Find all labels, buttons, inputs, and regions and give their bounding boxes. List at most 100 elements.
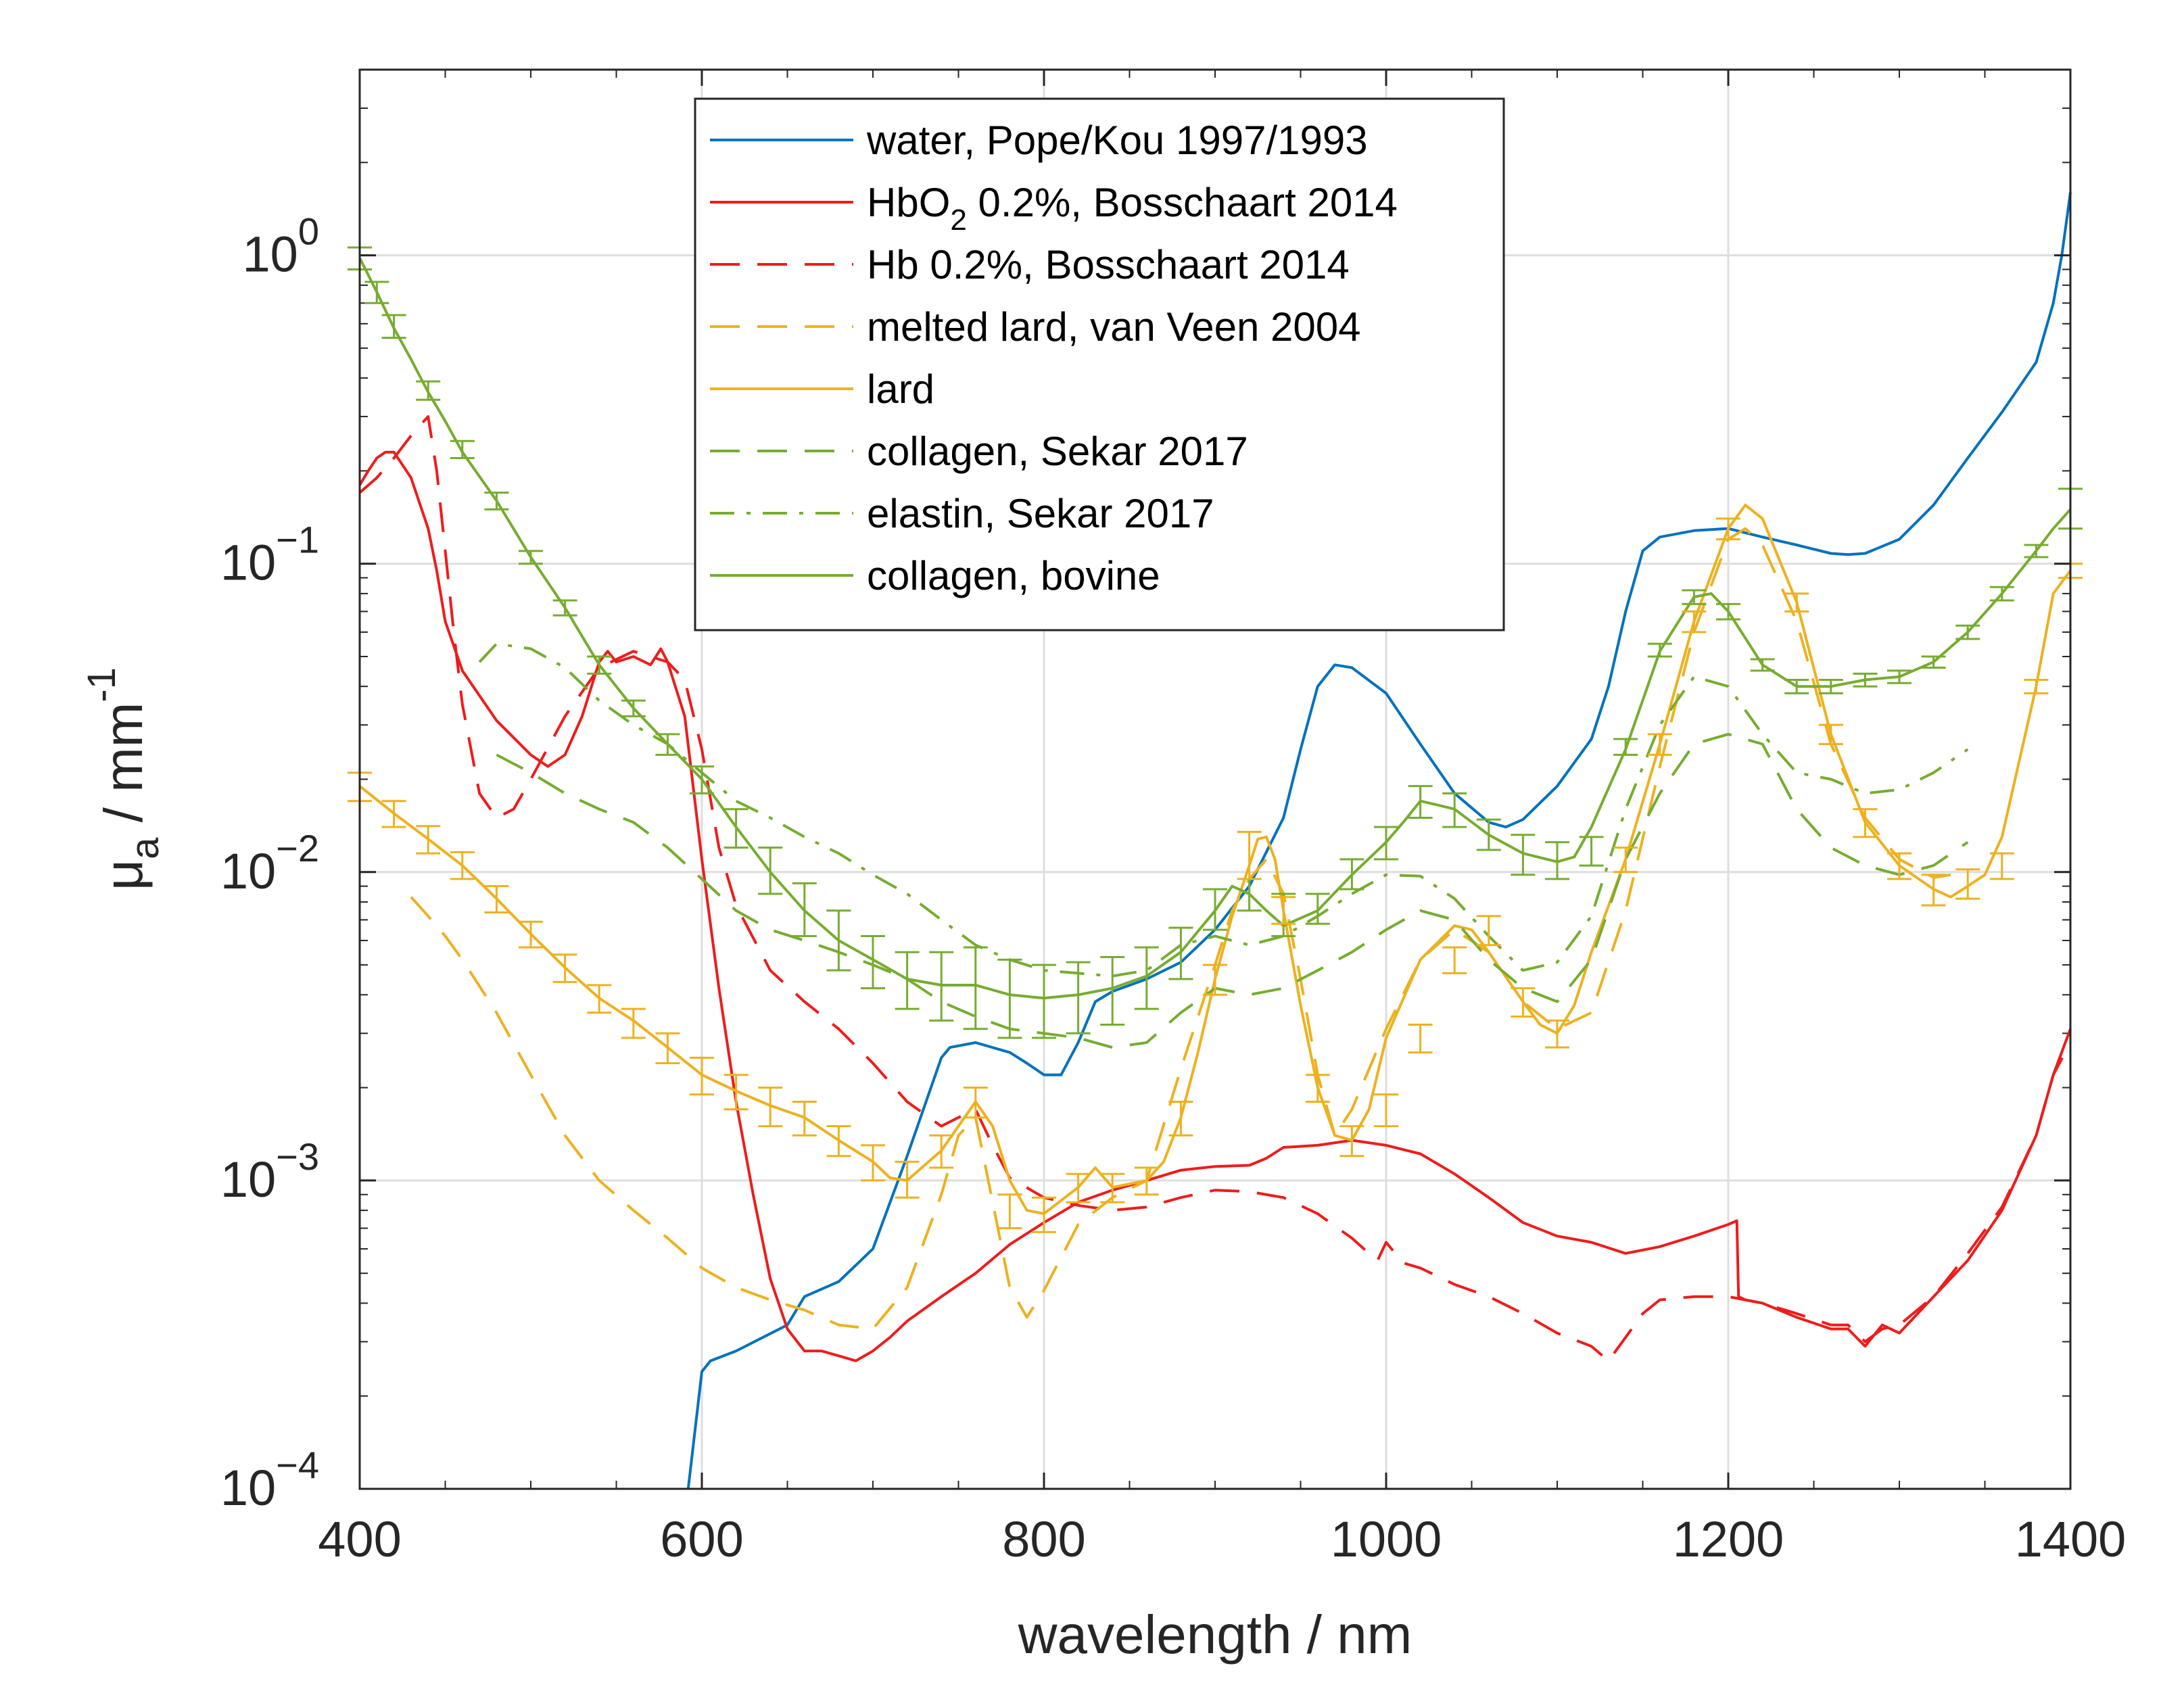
error-bar-lard — [1203, 963, 1227, 996]
error-bar-collagen-bovine — [416, 380, 441, 401]
legend-label: elastin, Sekar 2017 — [867, 491, 1214, 536]
error-bar-collagen-bovine — [1374, 826, 1398, 861]
error-bar-collagen-bovine — [1032, 963, 1056, 1039]
x-tick-label: 600 — [660, 1511, 743, 1567]
error-bar-collagen-bovine — [484, 492, 509, 510]
error-bar-lard — [1921, 874, 1946, 907]
series-line-water-pope-kou-1997-1993 — [686, 192, 2072, 1490]
error-bar-lard — [895, 1160, 920, 1199]
series-line-lard — [358, 503, 2072, 1216]
error-bar-lard — [690, 1056, 714, 1096]
error-bar-lard — [758, 1087, 783, 1128]
error-bar-collagen-bovine — [690, 765, 714, 794]
error-bar-lard — [655, 1032, 680, 1064]
error-bar-lard — [1511, 987, 1536, 1018]
series-line-elastin-sekar-2017 — [478, 642, 1969, 978]
series-line-hb-0-2-bosschaart-2014 — [358, 415, 2072, 1362]
error-bar-collagen-bovine — [1853, 672, 1878, 688]
error-bar-collagen-bovine — [364, 281, 389, 304]
legend-item-lard: lard — [710, 366, 934, 412]
y-tick-exponent: 0 — [298, 210, 319, 253]
series-line-collagen-sekar-2017 — [496, 732, 1969, 1049]
y-tick-label: 10−1 — [220, 519, 319, 591]
y-tick-exponent: −3 — [276, 1135, 319, 1178]
error-bar-collagen-bovine — [1716, 602, 1740, 621]
error-bar-collagen-bovine — [1955, 624, 1980, 640]
error-bar-collagen-bovine — [1579, 836, 1604, 867]
error-bar-collagen-bovine — [758, 847, 783, 895]
plot-frame — [358, 68, 2072, 1490]
legend-item-water-pope-kou-1997-1993: water, Pope/Kou 1997/1993 — [710, 118, 1368, 163]
x-tick-label: 400 — [318, 1511, 401, 1567]
error-bar-collagen-bovine — [1818, 679, 1843, 694]
y-tick-base: 10 — [220, 843, 276, 899]
error-bar-lard — [1476, 915, 1501, 947]
error-bar-collagen-bovine — [587, 655, 612, 675]
legend-label: lard — [867, 366, 934, 412]
error-bar-lard — [1716, 517, 1740, 541]
error-bar-collagen-bovine — [1305, 892, 1330, 925]
error-bar-lard — [1955, 868, 1980, 900]
error-bar-lard — [1237, 830, 1262, 880]
error-bar-collagen-bovine — [655, 733, 680, 756]
error-bar-lard — [1613, 847, 1638, 874]
error-bar-collagen-bovine — [1203, 888, 1227, 931]
error-bar-lard — [1887, 852, 1912, 880]
error-bar-lard — [1066, 1172, 1091, 1204]
error-bar-collagen-bovine — [1100, 956, 1125, 1026]
x-tick-label: 800 — [1002, 1511, 1085, 1567]
y-axis-ticks: 100 10−1 10−210 −3 10−4 — [220, 210, 2070, 1516]
error-bar-collagen-bovine — [1476, 818, 1501, 851]
error-bar-lard — [723, 1074, 749, 1111]
legend-label-subscript: 2 — [950, 204, 966, 237]
error-bar-lard — [1682, 610, 1707, 634]
error-bar-collagen-bovine — [519, 550, 543, 565]
y-tick-exponent: −4 — [276, 1444, 319, 1486]
error-bar-collagen-bovine — [1921, 655, 1946, 669]
error-bar-collagen-bovine — [1989, 586, 2014, 602]
error-bar-collagen-bovine — [1647, 642, 1672, 658]
series-line-melted-lard-van-veen-2004 — [410, 527, 1951, 1331]
legend-label: collagen, Sekar 2017 — [867, 429, 1248, 474]
error-bar-collagen-bovine — [792, 882, 817, 937]
x-tick-label: 1200 — [1673, 1511, 1784, 1567]
legend: water, Pope/Kou 1997/1993 HbO2 0.2%, Boss… — [694, 97, 1505, 632]
error-bar-collagen-bovine — [997, 958, 1022, 1039]
error-bar-lard — [997, 1193, 1022, 1230]
error-bar-lard — [587, 984, 612, 1014]
error-bar-lard — [1271, 896, 1296, 925]
error-bar-collagen-bovine — [1784, 679, 1809, 694]
x-tick-label: 1400 — [2015, 1511, 2127, 1567]
error-bar-lard — [1784, 592, 1809, 613]
error-bar-lard — [1339, 1125, 1364, 1158]
y-tick-label: 10−4 — [220, 1444, 319, 1516]
error-bar-collagen-bovine — [826, 909, 851, 972]
legend-item-collagen-bovine: collagen, bovine — [710, 553, 1160, 598]
error-bar-lard — [552, 953, 577, 983]
legend-item-collagen-sekar-2017: collagen, Sekar 2017 — [710, 429, 1248, 474]
y-tick-label: 100 — [243, 210, 319, 283]
y-axis-label-mu: μ — [93, 859, 153, 890]
error-bar-collagen-bovine — [381, 314, 406, 339]
error-bar-collagen-bovine — [1442, 792, 1467, 828]
error-bar-lard — [621, 1007, 646, 1039]
error-bar-lard — [416, 825, 441, 855]
error-bar-lard — [484, 885, 509, 913]
error-bar-collagen-bovine — [895, 951, 920, 1010]
error-bar-collagen-bovine — [963, 946, 988, 1030]
error-bar-lard — [1545, 1019, 1569, 1049]
error-bar-collagen-bovine — [621, 699, 646, 717]
legend-item-hbo2-0-2-bosschaart-2014: HbO2 0.2%, Bosschaart 2014 — [710, 180, 1398, 237]
error-bar-lard — [929, 1134, 954, 1169]
error-bar-lard — [826, 1125, 851, 1158]
error-bar-collagen-bovine — [1168, 926, 1193, 980]
error-bar-lard — [1134, 1166, 1159, 1196]
error-bar-collagen-bovine — [552, 599, 577, 617]
error-bar-lard — [1032, 1196, 1056, 1233]
y-tick-label: 10−2 — [220, 827, 319, 899]
error-bar-collagen-bovine — [1408, 785, 1433, 819]
legend-label: collagen, bovine — [867, 553, 1160, 598]
error-bar-lard — [1989, 852, 2014, 880]
legend-label: melted lard, van Veen 2004 — [867, 304, 1361, 350]
